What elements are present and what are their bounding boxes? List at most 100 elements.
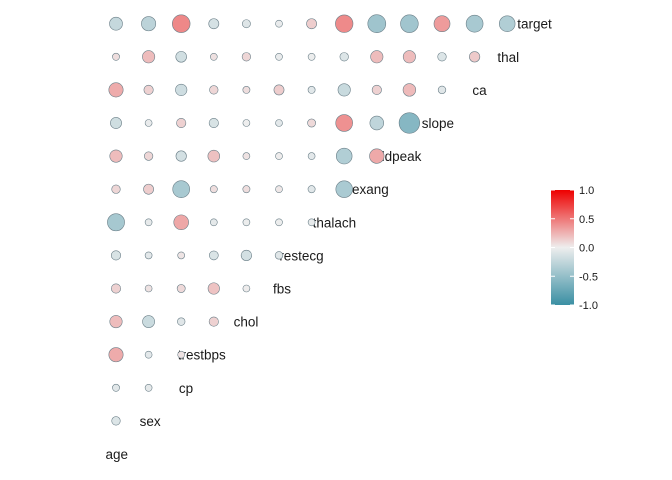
cell-restecg-chol — [240, 249, 252, 261]
cell-trestbps-sex — [144, 350, 153, 359]
var-label-target: target — [517, 17, 552, 32]
cell-thal-ca — [469, 51, 481, 63]
legend-tick-label: 1.0 — [579, 185, 594, 197]
legend-tick-label: -1.0 — [579, 300, 598, 312]
cell-target-ca — [465, 14, 484, 33]
correlation-cells — [107, 14, 516, 426]
var-label-ca: ca — [472, 83, 487, 98]
cell-restecg-sex — [144, 251, 153, 260]
legend-tick-label: -0.5 — [579, 271, 598, 283]
cell-oldpeak-restecg — [307, 152, 316, 160]
var-label-cp: cp — [179, 381, 193, 396]
cell-slope-chol — [242, 119, 251, 127]
var-label-chol: chol — [234, 315, 259, 330]
cell-thal-sex — [142, 50, 156, 64]
cell-thal-oldpeak — [402, 50, 416, 64]
cell-fbs-trestbps — [207, 282, 220, 295]
cell-chol-cp — [177, 317, 186, 326]
cell-fbs-age — [111, 283, 122, 294]
cell-restecg-fbs — [274, 251, 284, 260]
cell-target-cp — [172, 14, 191, 33]
cell-cp-sex — [144, 383, 153, 392]
cell-target-sex — [141, 16, 157, 32]
cell-target-slope — [433, 15, 451, 33]
cell-thalach-chol — [242, 218, 251, 227]
cell-target-chol — [242, 19, 251, 29]
var-label-thal: thal — [497, 50, 519, 65]
var-label-restecg: restecg — [279, 248, 323, 263]
cell-thalach-trestbps — [210, 218, 218, 227]
cell-exang-trestbps — [209, 185, 218, 194]
cell-oldpeak-thalach — [336, 147, 353, 165]
cell-chol-age — [109, 315, 123, 329]
cell-thalach-cp — [173, 214, 189, 231]
cell-exang-chol — [242, 185, 251, 194]
cell-fbs-sex — [144, 284, 153, 293]
cell-slope-exang — [369, 115, 385, 131]
cell-exang-age — [111, 184, 121, 194]
cell-thalach-restecg — [307, 218, 316, 227]
cell-ca-exang — [371, 84, 382, 95]
var-label-thalach: thalach — [313, 215, 357, 230]
cell-thal-slope — [437, 52, 447, 62]
cell-ca-fbs — [273, 84, 285, 96]
cell-restecg-cp — [177, 251, 185, 260]
cell-slope-fbs — [275, 119, 283, 127]
cell-target-age — [109, 16, 123, 31]
cell-ca-slope — [437, 85, 447, 95]
cell-slope-oldpeak — [398, 112, 421, 134]
cell-thal-thalach — [339, 52, 349, 62]
cell-thalach-sex — [144, 218, 153, 227]
cell-chol-sex — [142, 315, 155, 328]
cell-fbs-chol — [242, 284, 251, 293]
cell-chol-trestbps — [208, 316, 219, 327]
var-label-fbs: fbs — [273, 282, 291, 297]
cell-slope-trestbps — [208, 118, 219, 129]
cell-ca-chol — [242, 86, 251, 94]
var-label-exang: exang — [352, 182, 389, 197]
var-label-age: age — [105, 447, 128, 462]
cell-slope-restecg — [307, 118, 316, 128]
cell-target-oldpeak — [400, 14, 419, 33]
cell-fbs-cp — [176, 284, 186, 293]
cell-target-fbs — [275, 19, 283, 28]
legend-tick-label: 0.0 — [579, 243, 594, 255]
color-legend: 1.0 0.5 0.0 -0.5 -1.0 — [551, 185, 598, 312]
cell-trestbps-age — [108, 347, 124, 363]
cell-oldpeak-trestbps — [207, 149, 221, 163]
cell-thal-trestbps — [210, 52, 218, 61]
cell-target-thal — [499, 15, 516, 32]
legend-colorbar — [551, 190, 574, 305]
var-label-sex: sex — [140, 414, 161, 429]
cell-slope-cp — [176, 118, 187, 129]
cell-sex-age — [111, 416, 121, 426]
cell-slope-sex — [144, 119, 153, 127]
cell-ca-restecg — [307, 86, 316, 94]
cell-oldpeak-cp — [175, 150, 187, 162]
cell-target-trestbps — [208, 18, 220, 30]
cell-thal-fbs — [275, 52, 283, 61]
cell-ca-trestbps — [209, 85, 219, 95]
cell-oldpeak-age — [109, 149, 123, 163]
cell-restecg-age — [111, 250, 122, 261]
cell-oldpeak-exang — [369, 148, 385, 164]
cell-exang-cp — [172, 180, 190, 198]
cell-slope-age — [110, 117, 122, 129]
cell-target-restecg — [306, 18, 317, 30]
cell-exang-sex — [143, 183, 154, 195]
cell-thalach-age — [107, 213, 125, 232]
cell-ca-oldpeak — [402, 83, 417, 97]
cell-thal-restecg — [307, 52, 316, 61]
var-label-slope: slope — [422, 116, 454, 131]
cell-thal-exang — [370, 50, 384, 64]
cell-oldpeak-chol — [242, 152, 251, 160]
cell-restecg-trestbps — [209, 250, 219, 261]
cell-thal-cp — [175, 51, 187, 63]
cell-oldpeak-fbs — [275, 152, 283, 160]
variable-labels: age sex cp trestbps chol fbs restecg thalach exa… — [105, 17, 552, 462]
cell-slope-thalach — [335, 114, 353, 132]
cell-ca-age — [108, 82, 124, 98]
cell-target-exang — [367, 14, 387, 33]
cell-cp-age — [112, 383, 120, 392]
